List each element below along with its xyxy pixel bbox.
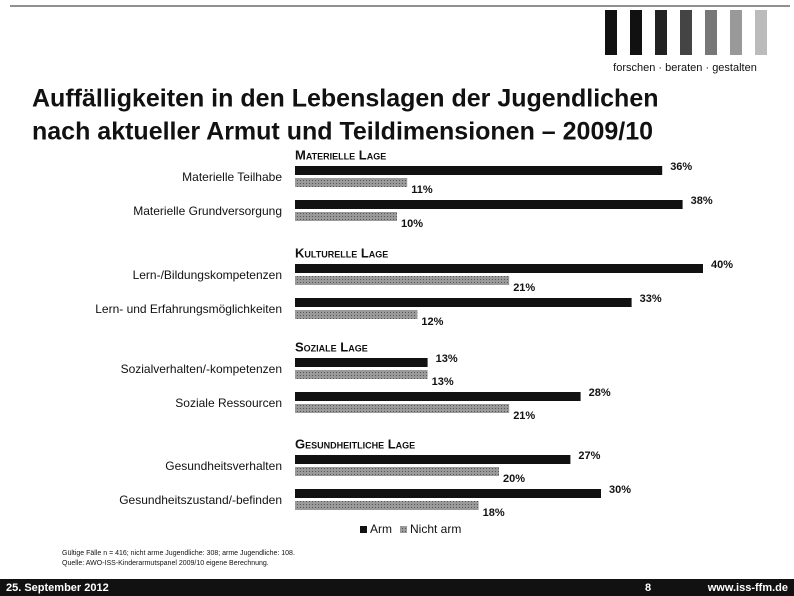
data-label: 28%	[589, 387, 611, 399]
bar	[295, 166, 663, 175]
chart-title: nach aktueller Armut und Teildimensionen…	[32, 118, 653, 146]
legend-swatch	[400, 526, 407, 533]
bar	[295, 501, 479, 510]
note: Quelle: AWO-ISS-Kinderarmutspanel 2009/1…	[62, 560, 269, 567]
data-label: 20%	[503, 473, 525, 485]
data-label: 38%	[691, 195, 713, 207]
category-label: Materielle Grundversorgung	[133, 204, 282, 218]
bar	[295, 404, 510, 413]
bar	[295, 310, 418, 319]
footer-date: 25. September 2012	[6, 582, 109, 594]
footer-page: 8	[645, 582, 651, 594]
bar	[295, 298, 632, 307]
bar	[295, 264, 703, 273]
bar	[295, 200, 683, 209]
group-label: Kulturelle Lage	[295, 245, 388, 260]
category-label: Lern- und Erfahrungsmöglichkeiten	[95, 302, 282, 316]
category-label: Materielle Teilhabe	[182, 170, 282, 184]
data-label: 10%	[401, 218, 423, 230]
footer-url: www.iss-ffm.de	[707, 582, 788, 594]
category-label: Lern-/Bildungskompetenzen	[133, 268, 282, 282]
data-label: 18%	[483, 507, 505, 519]
group-label: Materielle Lage	[295, 147, 386, 162]
bar	[295, 212, 397, 221]
bar	[295, 358, 428, 367]
category-label: Gesundheitsverhalten	[165, 459, 282, 473]
category-label: Sozialverhalten/-kompetenzen	[121, 362, 282, 376]
data-label: 13%	[432, 376, 454, 388]
legend-label: Arm	[370, 522, 392, 536]
note: Gültige Fälle n = 416; nicht arme Jugend…	[62, 550, 295, 557]
data-label: 21%	[513, 282, 535, 294]
data-label: 12%	[421, 316, 443, 328]
data-label: 40%	[711, 259, 733, 271]
data-label: 27%	[578, 450, 600, 462]
chart-title: Auffälligkeiten in den Lebenslagen der J…	[32, 85, 659, 113]
bar	[295, 392, 581, 401]
data-label: 30%	[609, 484, 631, 496]
category-label: Gesundheitszustand/-befinden	[119, 493, 282, 507]
data-label: 21%	[513, 410, 535, 422]
data-label: 36%	[670, 161, 692, 173]
legend-swatch	[360, 526, 367, 533]
data-label: 11%	[411, 184, 433, 196]
bar	[295, 178, 408, 187]
logo-text: forschen · beraten · gestalten	[613, 62, 757, 74]
bar	[295, 455, 571, 464]
bar	[295, 276, 510, 285]
footer-bar	[0, 579, 794, 596]
group-label: Gesundheitliche Lage	[295, 436, 415, 451]
bar	[295, 467, 499, 476]
group-label: Soziale Lage	[295, 339, 368, 354]
bar	[295, 370, 428, 379]
logo	[605, 10, 767, 55]
data-label: 13%	[436, 353, 458, 365]
bar	[295, 489, 601, 498]
data-label: 33%	[640, 293, 662, 305]
category-label: Soziale Ressourcen	[175, 396, 282, 410]
legend-label: Nicht arm	[410, 522, 461, 536]
